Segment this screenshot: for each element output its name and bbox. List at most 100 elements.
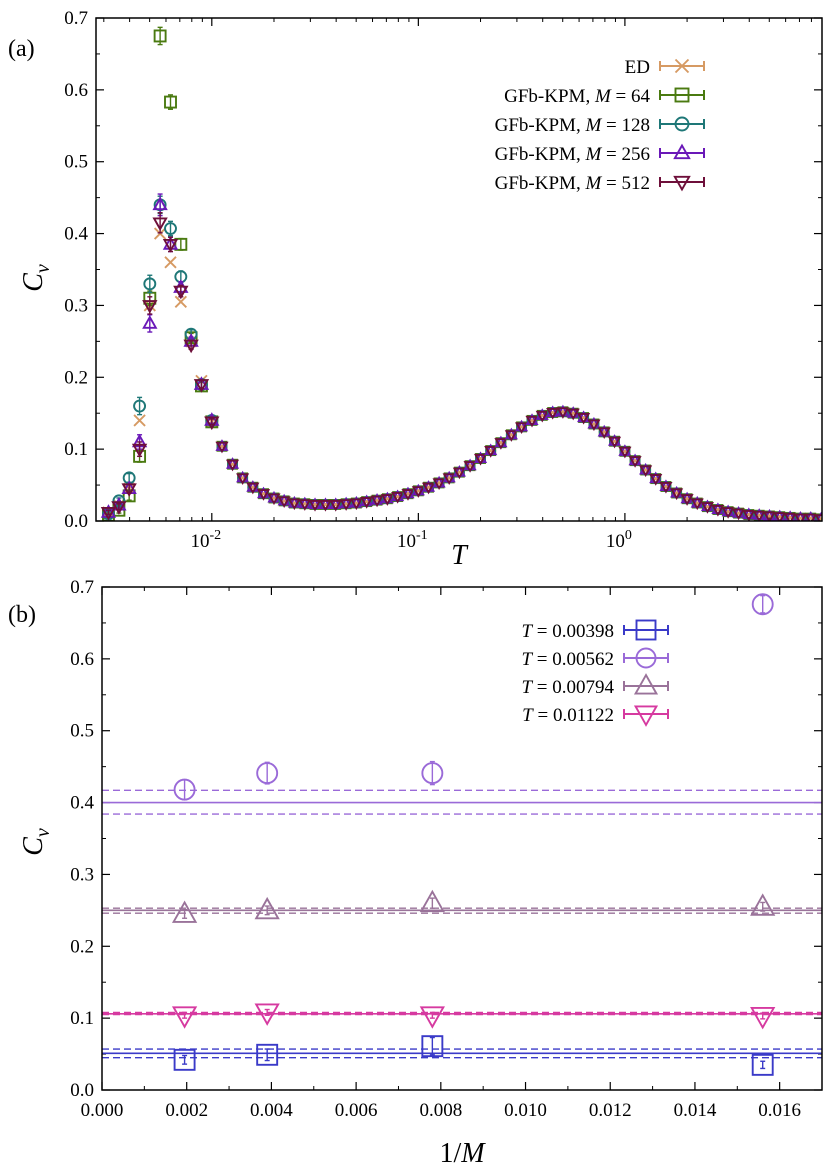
curve-point (587, 419, 601, 432)
curve-point (566, 408, 580, 421)
curve-point (659, 481, 673, 494)
x-tick-label: 0.008 (419, 1100, 462, 1121)
data-point (100, 507, 117, 521)
data-point (153, 227, 167, 240)
legend-a-entry: GFb-KPM, M = 128 (495, 115, 705, 136)
y-tick-label: 0.5 (64, 152, 88, 173)
data-point (421, 762, 444, 785)
data-point (751, 593, 774, 616)
x-tick-label: 10-1 (397, 528, 428, 552)
curve-point (742, 509, 756, 521)
curve-point (421, 482, 436, 495)
data-point (152, 196, 168, 211)
data-point (153, 29, 167, 43)
panel-b-frame (101, 586, 823, 1091)
y-tick-label: 0.1 (64, 439, 88, 460)
x-tick-label: 0.012 (589, 1100, 632, 1121)
y-tick-label: 0.2 (64, 367, 88, 388)
legend-b-entry: T = 0.00398 (521, 619, 669, 642)
curve-point (370, 495, 384, 508)
data-point (419, 1006, 445, 1029)
curve-point (494, 438, 508, 450)
y-tick-label: 0.0 (64, 511, 88, 532)
y-tick-label: 0.6 (70, 649, 94, 670)
y-tick-label: 0.1 (70, 1008, 94, 1029)
panel-a-data (100, 26, 822, 521)
data-point (750, 1007, 776, 1030)
data-point (173, 1048, 196, 1071)
data-point (256, 762, 279, 785)
data-point (254, 896, 280, 920)
x-axis-label: T (451, 540, 469, 571)
series-b-0 (102, 1035, 822, 1076)
series-3 (100, 193, 220, 518)
y-tick-label: 0.3 (64, 295, 88, 316)
y-tick-label: 0.2 (70, 936, 94, 957)
curve-point (752, 510, 766, 521)
legend-a-entry: ED (625, 57, 705, 78)
curve-point (380, 494, 394, 506)
legend-label: GFb-KPM, M = 512 (495, 173, 650, 194)
panel-a: 10-2 10-1 100 0.0 0.1 0.2 0.3 0.4 0.5 0.6 0.7 T Cv ED… (18, 8, 823, 571)
data-point (183, 339, 199, 354)
legend-marker (674, 58, 690, 74)
panel-a-frame (95, 17, 823, 522)
series-2 (102, 195, 219, 521)
data-point (111, 501, 127, 515)
curve-point (411, 486, 425, 498)
curve-point (452, 467, 466, 480)
data-point (164, 95, 177, 109)
legend-b-entry: T = 0.00794 (521, 673, 669, 698)
y-tick-label: 0.4 (64, 224, 88, 245)
curve-point (432, 478, 446, 491)
y-tick-label: 0.4 (70, 793, 94, 814)
x-tick-label: 0.014 (674, 1100, 717, 1121)
curve-point (360, 497, 374, 509)
y-tick-label: 0.3 (70, 864, 94, 885)
legend-label: ED (625, 57, 650, 78)
curve-point (463, 461, 477, 473)
curve-point (277, 496, 291, 508)
curve-point (721, 507, 735, 519)
curve-point (690, 498, 704, 511)
y-tick-label: 0.7 (70, 577, 94, 598)
legend-marker (673, 175, 691, 192)
legend-a-entry: GFb-KPM, M = 256 (495, 143, 705, 165)
legend-marker (633, 705, 659, 727)
data-point (174, 295, 188, 309)
curve-point (236, 473, 250, 485)
y-tick-label: 0.0 (70, 1080, 94, 1101)
x-tick-label: 0.006 (335, 1100, 378, 1121)
data-point (121, 483, 137, 497)
series-4 (100, 212, 220, 521)
data-point (193, 379, 210, 393)
curve-point (287, 498, 301, 511)
legend-b-entry: T = 0.00562 (521, 647, 669, 670)
curve-point (814, 514, 822, 521)
data-point (143, 277, 157, 291)
panel-b-data (102, 593, 822, 1076)
overlapping-series-curve (215, 404, 822, 521)
curve-point (401, 489, 415, 501)
curve-point (339, 499, 353, 511)
data-point (419, 889, 445, 913)
x-tick-label: 0.002 (165, 1100, 208, 1121)
legend-a-entry: GFb-KPM, M = 512 (495, 173, 705, 194)
curve-point (391, 492, 405, 504)
legend-marker (674, 87, 690, 103)
curve-point (514, 422, 529, 434)
curve-point (597, 427, 611, 440)
series-b-3 (102, 1003, 822, 1030)
legend-label: T = 0.00562 (521, 649, 614, 670)
panel-label-a: (a) (8, 36, 35, 62)
curve-point (256, 489, 271, 501)
curve-point (546, 407, 560, 420)
x-tick-label: 0.000 (81, 1100, 124, 1121)
curve-point (318, 499, 333, 512)
y-axis-label: Cv (18, 264, 54, 292)
data-point (133, 399, 147, 413)
legend-marker (674, 116, 690, 132)
legend-label: GFb-KPM, M = 256 (495, 144, 650, 165)
data-point (142, 300, 158, 314)
data-point (171, 1006, 198, 1029)
